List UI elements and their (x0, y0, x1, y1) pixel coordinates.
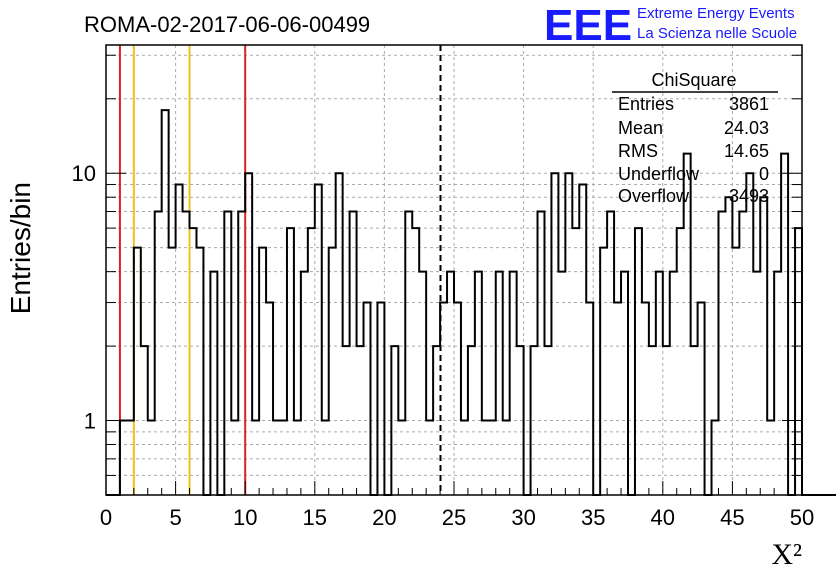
x-tick-label: 25 (442, 505, 466, 530)
x-tick-label: 0 (100, 505, 112, 530)
x-tick-label: 15 (303, 505, 327, 530)
x-tick-label: 30 (511, 505, 535, 530)
y-tick-label: 1 (84, 409, 96, 434)
histogram-series (106, 109, 836, 496)
axis-ticks: 0 5 10 15 20 25 30 35 40 45 50 1 10 (72, 54, 814, 530)
stats-value: 0 (759, 164, 769, 184)
x-tick-label: 50 (790, 505, 814, 530)
y-axis-label: Entries/bin (5, 182, 36, 314)
stats-label: Overflow (618, 186, 690, 206)
stats-value: 3861 (729, 94, 769, 114)
stats-value: 14.65 (724, 141, 769, 161)
stats-label: Entries (618, 94, 674, 114)
stats-label: RMS (618, 141, 658, 161)
stats-title: ChiSquare (651, 70, 736, 90)
logo-line-1: Extreme Energy Events (637, 5, 795, 22)
stats-row-overflow: Overflow 3493 (618, 186, 769, 206)
stats-row-mean: Mean 24.03 (618, 118, 769, 138)
x-tick-label: 10 (233, 505, 257, 530)
x-tick-label: 45 (720, 505, 744, 530)
x-tick-label: 20 (372, 505, 396, 530)
logo-text: EEE (544, 1, 632, 50)
y-tick-label: 10 (72, 161, 96, 186)
stats-value: 24.03 (724, 118, 769, 138)
stats-label: Underflow (618, 164, 700, 184)
x-tick-label: 5 (169, 505, 181, 530)
chart-title: ROMA-02-2017-06-06-00499 (84, 12, 370, 37)
stats-box: ChiSquare Entries 3861 Mean 24.03 RMS 14… (612, 70, 778, 206)
stats-label: Mean (618, 118, 663, 138)
eee-logo: EEE Extreme Energy Events La Scienza nel… (544, 1, 797, 50)
stats-value: 3493 (729, 186, 769, 206)
stats-row-underflow: Underflow 0 (618, 164, 769, 184)
x-tick-label: 35 (581, 505, 605, 530)
stats-row-entries: Entries 3861 (618, 94, 769, 114)
logo-line-2: La Scienza nelle Scuole (637, 25, 797, 42)
x-tick-label: 40 (651, 505, 675, 530)
x-axis-label: Χ² (771, 538, 802, 571)
stats-row-rms: RMS 14.65 (618, 141, 769, 161)
